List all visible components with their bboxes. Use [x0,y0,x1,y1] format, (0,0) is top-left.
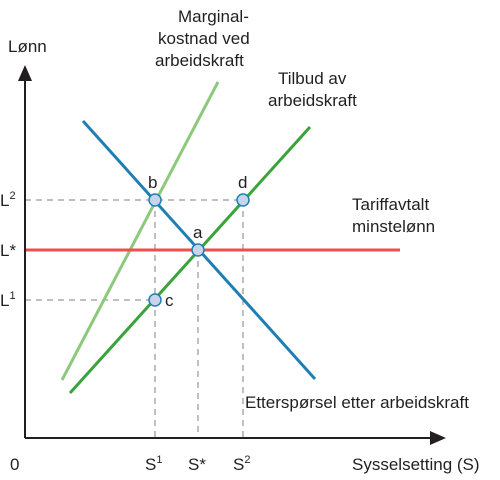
point-d-marker [236,193,250,207]
marginal-cost-curve [60,81,220,381]
x-axis-label: Sysselsetting (S) [352,455,480,474]
marginal-cost-label-line-2: kostnad ved [158,29,250,48]
demand-label: Etterspørsel etter arbeidskraft [245,393,469,412]
guide-lines [25,199,244,438]
x-tick-s2: S2 [233,454,250,474]
point-a-label: a [193,223,203,242]
point-b-marker [148,193,162,207]
min-wage-label-line-2: minstelønn [352,217,435,236]
x-tick-s1: S1 [145,454,162,474]
y-axis-label: Lønn [8,37,47,56]
x-axis-arrow-icon [430,431,446,445]
y-tick-l2: L2 [0,190,16,210]
y-tick-lstar: L* [0,241,16,260]
marginal-cost-label-line-1: Marginal- [178,7,249,26]
point-c-marker [148,293,162,307]
point-d-label: d [238,173,247,192]
y-tick-l1: L1 [0,290,16,310]
equilibrium-points [148,193,250,307]
supply-curve [68,125,312,395]
supply-label-line-1: Tilbud av [278,69,347,88]
min-wage-label-line-1: Tariffavtalt [352,195,429,214]
point-c-label: c [165,291,174,310]
x-tick-sstar: S* [188,455,206,474]
axes [18,65,446,445]
supply-label: Tilbud av arbeidskraft [268,69,357,110]
point-b-label: b [148,173,157,192]
marginal-cost-label-line-3: arbeidskraft [155,51,244,70]
min-wage-label: Tariffavtalt minstelønn [352,195,435,236]
y-axis-arrow-icon [18,65,32,81]
origin-label: 0 [10,455,19,474]
supply-label-line-2: arbeidskraft [268,91,357,110]
point-a-marker [191,243,205,257]
marginal-cost-label: Marginal- kostnad ved arbeidskraft [155,7,254,70]
